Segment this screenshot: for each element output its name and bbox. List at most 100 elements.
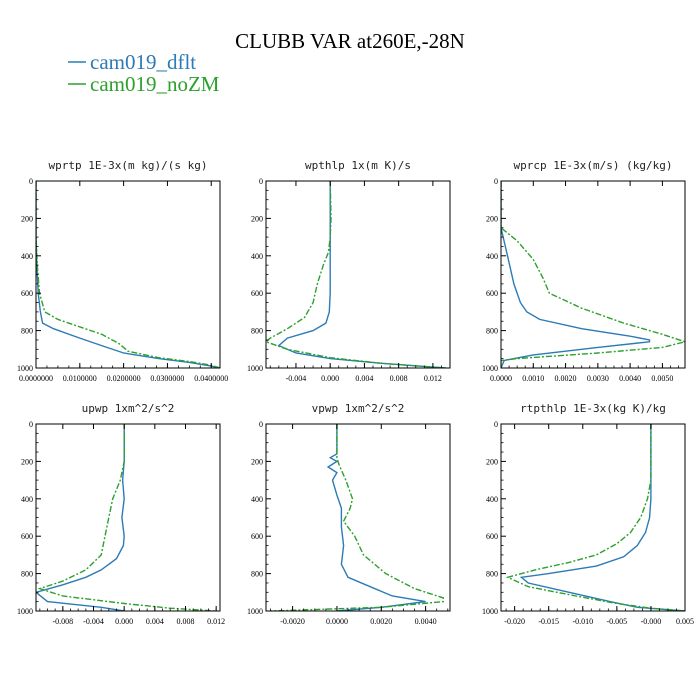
series-line-dflt	[277, 181, 446, 368]
y-tick-label: 600	[486, 289, 498, 298]
y-tick-label: 200	[486, 214, 498, 223]
x-tick-label: 0.0400000	[194, 374, 228, 383]
panel-title: vpwp 1xm^2/s^2	[312, 402, 405, 415]
panels: wprtp 1E-3x(m kg)/(s kg) 0 200 400 600 800 100…	[17, 159, 694, 626]
x-tick-label: 0.0020	[370, 617, 392, 626]
y-tick-label: 0	[29, 177, 33, 186]
x-tick-label: 0.012	[207, 617, 225, 626]
y-tick-label: 600	[21, 532, 33, 541]
legend: cam019_dflt cam019_noZM	[68, 50, 220, 96]
x-tick-label: 0.0030	[587, 374, 609, 383]
series-line-nozm	[37, 424, 217, 611]
y-tick-label: 200	[21, 457, 33, 466]
y-tick-label: 400	[251, 252, 263, 261]
series-line-nozm	[36, 181, 220, 368]
y-tick-label: 800	[251, 570, 263, 579]
y-tick-label: 600	[251, 289, 263, 298]
x-tick-label: -0.0020	[280, 617, 305, 626]
y-tick-label: 800	[251, 327, 263, 336]
plot-frame	[500, 180, 686, 369]
y-tick-label: 0	[29, 420, 33, 429]
x-tick-label: 0.005	[676, 617, 694, 626]
x-tick-label: 0.0100000	[63, 374, 97, 383]
y-tick-label: 1000	[247, 364, 263, 373]
legend-label-dflt: cam019_dflt	[90, 50, 196, 74]
x-tick-label: 0.004	[146, 617, 164, 626]
x-tick-label: -0.010	[572, 617, 593, 626]
series-line-nozm	[501, 181, 685, 368]
y-tick-label: 400	[486, 252, 498, 261]
legend-label-nozm: cam019_noZM	[90, 72, 220, 96]
y-tick-label: 400	[486, 495, 498, 504]
x-tick-label: -0.005	[607, 617, 628, 626]
y-tick-label: 200	[21, 214, 33, 223]
y-tick-label: 200	[486, 457, 498, 466]
y-tick-label: 0	[494, 420, 498, 429]
y-tick-label: 600	[251, 532, 263, 541]
panel-title: rtpthlp 1E-3x(kg K)/kg	[520, 402, 666, 415]
x-tick-label: -0.004	[83, 617, 104, 626]
x-tick-label: 0.0000	[490, 374, 512, 383]
x-tick-label: -0.000	[641, 617, 662, 626]
y-tick-label: 0	[259, 177, 263, 186]
panel-4: upwp 1xm^2/s^2 0 200 400 600 800 1000 -0.008 -0.…	[17, 402, 225, 626]
x-tick-label: 0.000	[115, 617, 133, 626]
y-tick-label: 400	[21, 495, 33, 504]
x-tick-label: 0.0000	[326, 617, 348, 626]
series-line-nozm	[270, 424, 444, 611]
panel-2: wpthlp 1x(m K)/s 0 200 400 600 800 1000 -0.004 0…	[247, 159, 451, 383]
y-tick-label: 800	[21, 570, 33, 579]
y-tick-label: 1000	[17, 607, 33, 616]
series-line-dflt	[519, 424, 685, 611]
x-tick-label: 0.0040	[619, 374, 641, 383]
series-line-nozm	[505, 424, 685, 611]
x-tick-label: 0.0200000	[107, 374, 141, 383]
panel-1: wprtp 1E-3x(m kg)/(s kg) 0 200 400 600 800 100…	[17, 159, 228, 383]
y-tick-label: 0	[259, 420, 263, 429]
figure-title: CLUBB VAR at260E,-28N	[235, 29, 465, 53]
series-line-dflt	[501, 181, 651, 368]
series-line-nozm	[266, 181, 446, 368]
panel-5: vpwp 1xm^2/s^2 0 200 400 600 800 1000 -0.0020 0.…	[247, 402, 451, 626]
y-tick-label: 400	[251, 495, 263, 504]
panel-title: wprcp 1E-3x(m/s) (kg/kg)	[514, 159, 673, 172]
y-tick-label: 1000	[482, 364, 498, 373]
y-tick-label: 800	[486, 570, 498, 579]
x-tick-label: 0.000	[321, 374, 339, 383]
plot-frame	[35, 423, 221, 612]
x-tick-label: 0.008	[390, 374, 408, 383]
panel-3: wprcp 1E-3x(m/s) (kg/kg) 0 200 400 600 800 100…	[482, 159, 686, 383]
panel-title: wpthlp 1x(m K)/s	[305, 159, 411, 172]
y-tick-label: 1000	[482, 607, 498, 616]
y-tick-label: 200	[251, 214, 263, 223]
plot-frame	[265, 180, 451, 369]
series-line-dflt	[36, 424, 125, 611]
y-tick-label: 600	[486, 532, 498, 541]
x-tick-label: -0.008	[52, 617, 73, 626]
x-tick-label: 0.0300000	[150, 374, 184, 383]
x-tick-label: 0.0040	[415, 617, 437, 626]
x-tick-label: 0.0050	[651, 374, 673, 383]
x-tick-label: 0.008	[177, 617, 195, 626]
y-tick-label: 800	[486, 327, 498, 336]
x-tick-label: -0.015	[538, 617, 559, 626]
panel-title: wprtp 1E-3x(m kg)/(s kg)	[49, 159, 208, 172]
plot-frame	[35, 180, 221, 369]
y-tick-label: 0	[494, 177, 498, 186]
y-tick-label: 800	[21, 327, 33, 336]
series-line-dflt	[36, 181, 220, 368]
y-tick-label: 600	[21, 289, 33, 298]
y-tick-label: 1000	[247, 607, 263, 616]
y-tick-label: 400	[21, 252, 33, 261]
x-tick-label: 0.0020	[555, 374, 577, 383]
x-tick-label: -0.020	[504, 617, 525, 626]
series-line-dflt	[326, 424, 426, 611]
y-tick-label: 1000	[17, 364, 33, 373]
x-tick-label: 0.004	[355, 374, 373, 383]
x-tick-label: 0.0010	[522, 374, 544, 383]
x-tick-label: 0.012	[424, 374, 442, 383]
x-tick-label: -0.004	[286, 374, 307, 383]
x-tick-label: 0.0000000	[19, 374, 53, 383]
y-tick-label: 200	[251, 457, 263, 466]
